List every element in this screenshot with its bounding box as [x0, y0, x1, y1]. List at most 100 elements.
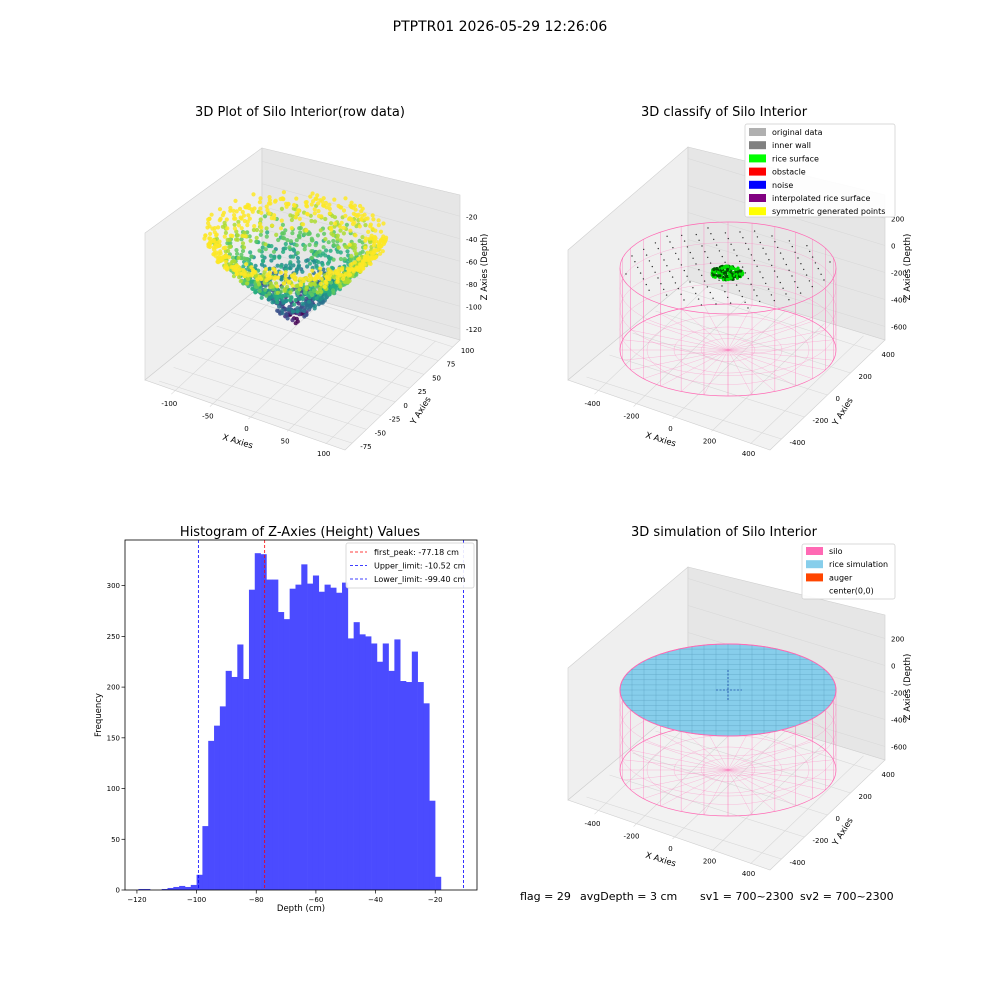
interpolated-point — [680, 293, 682, 295]
histogram-reference-lines — [197, 540, 464, 890]
data-point — [241, 268, 246, 273]
data-point — [273, 198, 278, 203]
data-point — [283, 241, 288, 247]
data-point — [265, 274, 270, 279]
z-tick-label: 0 — [891, 243, 895, 251]
data-point — [332, 221, 338, 226]
interpolated-point — [651, 265, 653, 268]
data-point — [370, 213, 375, 218]
rice-surface-point — [720, 266, 724, 270]
interpolated-point — [677, 287, 679, 290]
rice-surface-point — [718, 274, 722, 278]
data-point — [264, 278, 269, 283]
data-point — [309, 236, 314, 241]
data-point — [267, 198, 272, 203]
y-tick-label: 150 — [107, 734, 120, 742]
gridline — [687, 605, 886, 666]
histogram-bar — [283, 619, 290, 890]
y-tick-label: -400 — [790, 859, 806, 867]
histogram-bar — [330, 587, 337, 890]
interpolated-point — [642, 278, 645, 280]
interpolated-point — [657, 277, 659, 279]
x-tick-label: 400 — [742, 870, 755, 878]
data-point — [239, 237, 244, 242]
interpolated-point — [712, 297, 714, 299]
data-point — [356, 257, 361, 262]
histogram-bar — [295, 584, 302, 890]
data-point — [258, 221, 263, 226]
data-point — [338, 228, 343, 233]
interpolated-point — [724, 291, 726, 293]
histogram-bar — [312, 575, 320, 890]
z-tick-label: -400 — [891, 297, 907, 305]
data-point — [233, 268, 238, 273]
histogram-bar — [429, 800, 436, 890]
data-point — [239, 216, 244, 221]
histogram-xlabel: Depth (cm) — [277, 904, 325, 914]
data-point — [223, 249, 228, 254]
interpolated-point — [750, 254, 753, 256]
data-point — [308, 304, 313, 309]
y-tick-label: 200 — [859, 793, 872, 801]
data-point — [279, 206, 284, 211]
data-point — [240, 209, 245, 215]
data-point — [318, 228, 323, 233]
data-point — [371, 243, 376, 248]
rice-surface-point — [715, 267, 719, 271]
interpolated-point — [739, 231, 741, 233]
interpolated-point — [677, 258, 680, 260]
gridline — [633, 718, 747, 827]
data-point — [309, 292, 315, 298]
data-point — [236, 223, 241, 228]
data-point — [317, 297, 322, 302]
data-point — [217, 243, 222, 248]
data-point — [350, 267, 355, 272]
panel1-title: 3D Plot of Silo Interior(row data) — [195, 105, 405, 120]
histogram-bar — [190, 884, 197, 890]
data-point — [232, 222, 237, 227]
data-point — [273, 275, 278, 280]
data-point — [321, 267, 326, 272]
panel1-y-ticks: -75 -50-250 25 50 75 100 — [360, 347, 474, 451]
rice-surface-point — [713, 270, 717, 274]
data-point — [236, 255, 241, 261]
data-point — [331, 238, 336, 244]
data-point — [292, 302, 297, 307]
histogram-bar — [359, 634, 366, 890]
data-point — [347, 242, 352, 247]
interpolated-point — [683, 269, 685, 272]
panel1-x-ticks: -100 -50 0 50 100 — [161, 400, 330, 458]
data-point — [332, 275, 337, 280]
data-point — [257, 274, 262, 279]
data-point — [318, 253, 323, 258]
data-point — [331, 242, 336, 248]
gridline — [609, 354, 805, 418]
data-point — [323, 295, 328, 300]
silo-floor-ring — [673, 326, 783, 374]
panel4-x-ticks: -400 -200 0 200 400 — [585, 820, 756, 878]
interpolated-point — [660, 283, 662, 285]
histogram-bar — [411, 651, 418, 890]
data-point — [316, 209, 321, 214]
interpolated-point — [689, 281, 691, 283]
data-point — [297, 287, 302, 292]
data-point — [331, 288, 336, 293]
legend-label: first_peak: -77.18 cm — [374, 548, 459, 557]
data-point — [289, 296, 294, 301]
data-point — [216, 251, 221, 256]
data-point — [218, 256, 223, 261]
panel4-legend: silo rice simulation auger center(0,0) — [801, 543, 896, 600]
histogram-bar — [324, 584, 331, 890]
data-point — [251, 268, 256, 274]
data-point — [331, 257, 336, 262]
data-point — [247, 216, 252, 221]
rice-surface-point — [736, 266, 740, 270]
data-point — [370, 226, 375, 231]
data-point — [359, 217, 364, 222]
gridline — [261, 250, 461, 307]
data-point — [258, 196, 263, 201]
interpolated-point — [739, 260, 741, 263]
interpolated-point — [762, 277, 764, 279]
data-point — [329, 227, 334, 232]
interpolated-point — [689, 251, 691, 254]
